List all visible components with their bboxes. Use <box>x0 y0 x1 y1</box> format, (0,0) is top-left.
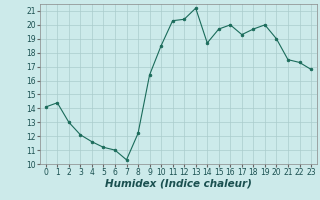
X-axis label: Humidex (Indice chaleur): Humidex (Indice chaleur) <box>105 179 252 189</box>
